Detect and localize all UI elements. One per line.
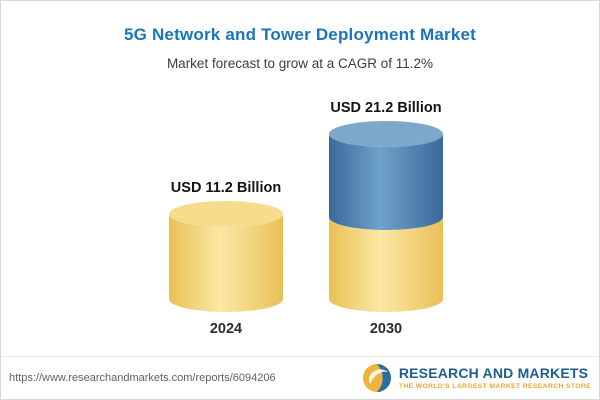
brand-text: RESEARCH AND MARKETS THE WORLD'S LARGEST… bbox=[398, 364, 591, 391]
brand-tagline: THE WORLD'S LARGEST MARKET RESEARCH STOR… bbox=[398, 382, 591, 390]
brand-logo: RESEARCH AND MARKETS THE WORLD'S LARGEST… bbox=[361, 362, 591, 394]
x-label-2030: 2030 bbox=[369, 321, 403, 337]
report-url-link[interactable]: https://www.researchandmarkets.com/repor… bbox=[9, 372, 276, 384]
brand-mark-icon bbox=[362, 364, 391, 392]
footer: https://www.researchandmarkets.com/repor… bbox=[1, 356, 599, 399]
brand-name: RESEARCH AND MARKETS bbox=[398, 364, 589, 381]
value-label-2024: USD 11.2 Billion bbox=[170, 180, 282, 196]
page-subtitle: Market forecast to grow at a CAGR of 11.… bbox=[166, 56, 434, 71]
bar-2030-base-segment bbox=[329, 217, 443, 312]
x-label-2024: 2024 bbox=[209, 321, 243, 337]
cylinder-chart bbox=[169, 121, 443, 312]
value-label-2030: USD 21.2 Billion bbox=[330, 100, 442, 116]
bar-2030-growth-segment bbox=[329, 121, 443, 230]
bar-2024-cylinder bbox=[169, 201, 283, 312]
page-title: 5G Network and Tower Deployment Market bbox=[123, 25, 477, 44]
